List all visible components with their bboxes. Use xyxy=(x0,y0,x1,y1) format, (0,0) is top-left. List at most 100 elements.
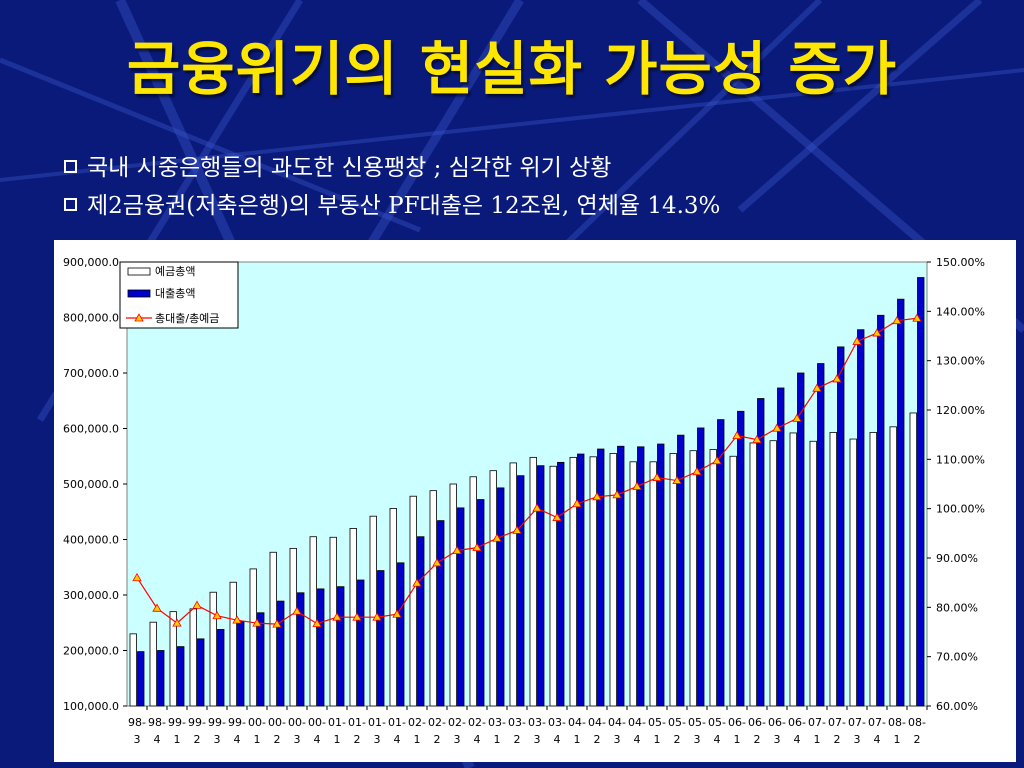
left-axis-tick-label: 600,000.0 xyxy=(63,423,119,436)
ratio-point xyxy=(452,545,462,555)
x-axis-tick-label: 04-3 xyxy=(608,716,626,746)
loan-bar xyxy=(357,579,365,707)
x-axis-tick-label: 03-2 xyxy=(508,716,526,746)
loan-bar xyxy=(177,646,185,707)
loan-bar xyxy=(417,536,425,707)
deposit-bar xyxy=(189,608,197,707)
deposit-bar xyxy=(469,476,477,707)
loan-bar xyxy=(677,434,685,707)
ratio-point xyxy=(772,423,782,432)
ratio-point xyxy=(352,612,362,621)
deposit-bar xyxy=(449,483,457,707)
deposit-bar xyxy=(729,455,737,707)
deposit-bar xyxy=(129,633,137,707)
bullet-item: 국내 시중은행들의 과도한 신용팽창 ; 심각한 위기 상황 xyxy=(64,148,611,182)
loan-bar xyxy=(837,346,845,707)
loan-bar xyxy=(377,570,385,707)
loan-bar xyxy=(517,475,525,707)
ratio-point xyxy=(292,606,302,615)
right-axis-tick-label: 150.00% xyxy=(936,256,985,269)
chart-panel: 100,000.0 200,000.0 300,000.0 400,000.0 500,… xyxy=(54,240,1016,762)
ratio-point xyxy=(272,619,282,628)
loan-bar xyxy=(477,499,485,707)
loan-bar xyxy=(817,363,825,707)
ratio-point xyxy=(412,578,422,587)
right-axis-tick-label: 60.00% xyxy=(936,700,978,713)
x-axis-tick-label: 01-1 xyxy=(328,716,346,746)
loan-bar xyxy=(437,520,445,707)
deposit-bar xyxy=(509,462,517,707)
ratio-point xyxy=(912,313,922,322)
loan-bar xyxy=(877,314,885,707)
ratio-point xyxy=(532,503,542,512)
deposit-bar xyxy=(489,470,497,707)
ratio-point xyxy=(372,612,382,621)
loan-bar xyxy=(457,507,465,707)
deposit-bar xyxy=(149,621,157,707)
x-axis-tick-label: 99-2 xyxy=(188,716,206,746)
left-axis-tick-label: 100,000.0 xyxy=(63,700,119,713)
loan-bar xyxy=(157,650,165,707)
left-axis-tick-label: 800,000.0 xyxy=(63,312,119,325)
ratio-point xyxy=(712,456,722,465)
ratio-point xyxy=(792,413,802,422)
loan-bar xyxy=(857,329,865,707)
loan-bar xyxy=(697,427,705,707)
x-axis-tick-label: 05-4 xyxy=(708,716,726,746)
deposit-bar xyxy=(809,440,817,707)
deposit-bar xyxy=(669,453,677,707)
legend-swatch-ratio-marker xyxy=(134,313,144,322)
deposit-bar xyxy=(549,465,557,707)
deposit-bar xyxy=(749,442,757,707)
x-axis-tick-label: 01-4 xyxy=(388,716,406,746)
legend-label: 예금총액 xyxy=(155,265,195,278)
checkbox-bullet-icon xyxy=(64,160,77,173)
ratio-point xyxy=(812,383,822,392)
loan-bar xyxy=(137,651,145,707)
x-axis-tick-label: 01-3 xyxy=(368,716,386,746)
loan-bar xyxy=(337,586,345,707)
deposit-bar xyxy=(849,438,857,707)
loan-bar xyxy=(597,448,605,707)
legend-label: 총대출/총예금 xyxy=(155,312,219,325)
x-axis-tick-label: 00-3 xyxy=(288,716,306,746)
x-axis-tick-label: 07-1 xyxy=(808,716,826,746)
checkbox-bullet-icon xyxy=(64,198,77,211)
ratio-point xyxy=(752,434,762,444)
deposit-bar xyxy=(229,581,237,707)
ratio-point xyxy=(652,472,662,481)
ratio-point xyxy=(592,492,602,501)
x-axis-tick-label: 03-1 xyxy=(488,716,506,746)
legend-swatch-loan xyxy=(127,289,151,298)
loan-bar xyxy=(237,621,245,707)
loan-bar xyxy=(297,592,305,707)
bullet-text: 국내 시중은행들의 과도한 신용팽창 ; 심각한 위기 상황 xyxy=(87,155,612,181)
x-axis-tick-label: 05-3 xyxy=(688,716,706,746)
x-axis-tick-label: 99-4 xyxy=(228,716,246,746)
bullet-text: 제2금융권(저축은행)의 부동산 PF대출은 12조원, 연체율 14.3% xyxy=(87,193,721,219)
ratio-point xyxy=(852,336,862,345)
ratio-point xyxy=(192,600,202,609)
right-axis-tick-label: 100.00% xyxy=(936,503,985,516)
x-axis-tick-label: 98-4 xyxy=(148,716,166,746)
bullet-item: 제2금융권(저축은행)의 부동산 PF대출은 12조원, 연체율 14.3% xyxy=(64,186,720,220)
ratio-point xyxy=(152,603,162,612)
deposit-bar xyxy=(609,453,617,707)
loan-bar xyxy=(217,629,225,707)
loan-bar xyxy=(917,277,925,707)
deposit-bar xyxy=(209,591,217,707)
x-axis-tick-label: 06-4 xyxy=(788,716,806,746)
deposit-bar xyxy=(429,490,437,707)
ratio-point xyxy=(892,315,902,325)
deposit-bar xyxy=(769,440,777,707)
left-axis-tick-label: 400,000.0 xyxy=(63,534,119,547)
deposit-bar xyxy=(589,456,597,707)
x-axis-tick-label: 07-2 xyxy=(828,716,846,746)
deposit-bar xyxy=(569,456,577,707)
ratio-point xyxy=(492,533,502,542)
loan-bar xyxy=(617,445,625,707)
x-axis-tick-label: 06-3 xyxy=(768,716,786,746)
x-axis-tick-label: 03-4 xyxy=(548,716,566,746)
loan-bar xyxy=(797,372,805,707)
x-axis-tick-label: 04-2 xyxy=(588,716,606,746)
